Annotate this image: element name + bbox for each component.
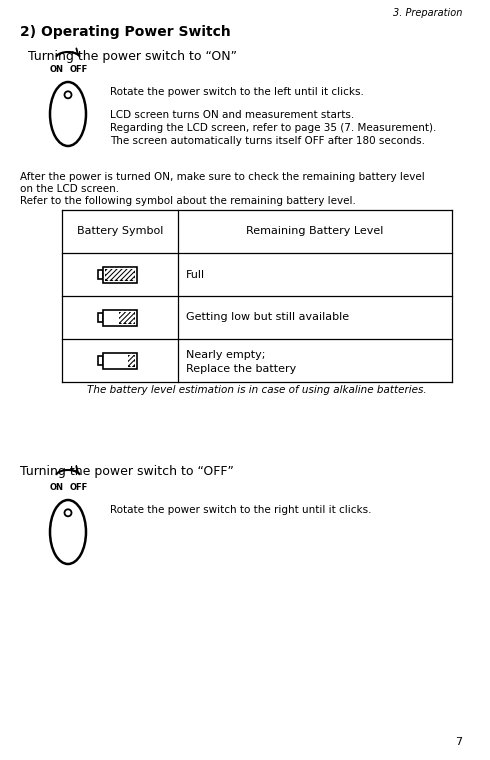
Text: Full: Full (186, 270, 205, 280)
Text: The screen automatically turns itself OFF after 180 seconds.: The screen automatically turns itself OF… (110, 136, 425, 146)
Text: 7: 7 (455, 737, 462, 747)
Text: 2) Operating Power Switch: 2) Operating Power Switch (20, 25, 231, 39)
Bar (103, 267, 137, 283)
Text: Regarding the LCD screen, refer to page 35 (7. Measurement).: Regarding the LCD screen, refer to page … (110, 123, 437, 133)
Bar (103, 309, 137, 325)
Text: Battery Symbol: Battery Symbol (77, 226, 163, 236)
Text: ON: ON (50, 65, 64, 74)
Bar (127, 354, 135, 366)
Text: 3. Preparation: 3. Preparation (392, 8, 462, 18)
Circle shape (65, 509, 72, 516)
Bar (105, 268, 135, 280)
Bar (103, 353, 137, 369)
Text: on the LCD screen.: on the LCD screen. (20, 184, 119, 194)
Text: Getting low but still available: Getting low but still available (186, 312, 349, 322)
Text: Rotate the power switch to the right until it clicks.: Rotate the power switch to the right unt… (110, 505, 371, 515)
Text: LCD screen turns ON and measurement starts.: LCD screen turns ON and measurement star… (110, 110, 354, 120)
Bar (127, 354, 135, 366)
Text: Refer to the following symbol about the remaining battery level.: Refer to the following symbol about the … (20, 196, 356, 206)
Text: Replace the battery: Replace the battery (186, 363, 296, 373)
Bar (119, 312, 135, 324)
Text: ON: ON (50, 483, 64, 492)
Text: The battery level estimation is in case of using alkaline batteries.: The battery level estimation is in case … (87, 385, 427, 395)
Text: Nearly empty;: Nearly empty; (186, 350, 266, 359)
Text: OFF: OFF (70, 483, 88, 492)
Bar (98, 313, 103, 322)
Bar (98, 356, 103, 365)
Text: Turning the power switch to “ON”: Turning the power switch to “ON” (20, 50, 237, 63)
Text: After the power is turned ON, make sure to check the remaining battery level: After the power is turned ON, make sure … (20, 172, 425, 182)
Circle shape (65, 91, 72, 98)
Bar (98, 270, 103, 279)
Text: OFF: OFF (70, 65, 88, 74)
Text: Turning the power switch to “OFF”: Turning the power switch to “OFF” (20, 465, 234, 478)
Text: Remaining Battery Level: Remaining Battery Level (246, 226, 384, 236)
Bar (119, 312, 135, 324)
Text: Rotate the power switch to the left until it clicks.: Rotate the power switch to the left unti… (110, 87, 364, 97)
Bar (105, 268, 135, 280)
